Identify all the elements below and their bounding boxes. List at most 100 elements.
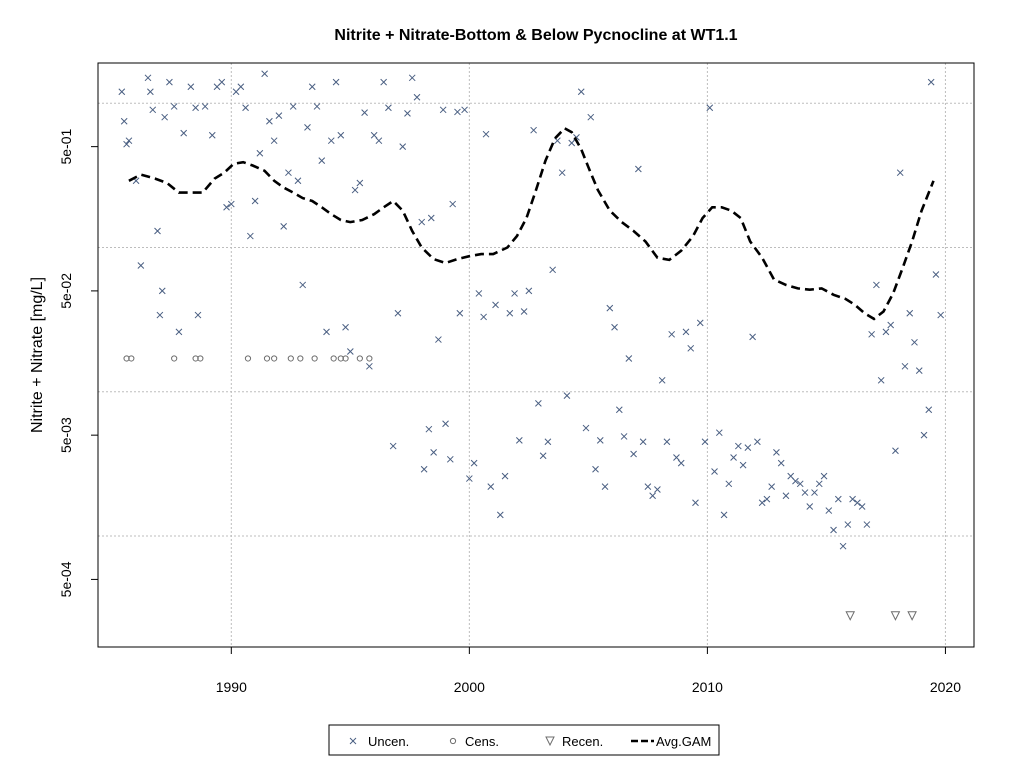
- uncen-point: [256, 149, 264, 157]
- uncen-point: [201, 103, 209, 110]
- uncen-point: [792, 477, 799, 485]
- uncen-point: [720, 511, 728, 519]
- uncen-point: [715, 429, 723, 437]
- uncen-point: [544, 438, 552, 446]
- x-tick-label: 2020: [930, 679, 961, 695]
- uncen-point: [154, 227, 161, 235]
- uncen-point: [187, 83, 195, 91]
- uncen-point: [327, 137, 335, 145]
- uncen-point: [218, 78, 226, 86]
- uncen-point: [144, 74, 152, 82]
- uncen-point: [773, 448, 780, 456]
- uncen-point: [123, 140, 130, 148]
- uncen-point: [811, 489, 818, 496]
- x-tick-label: 2000: [454, 679, 485, 695]
- x-axis: 1990 2000 2010 2020: [216, 647, 961, 695]
- uncen-point: [825, 507, 833, 514]
- uncen-point: [801, 489, 809, 496]
- uncen-point: [849, 495, 856, 503]
- legend-label-recen: Recen.: [562, 734, 603, 749]
- uncen-point: [758, 499, 766, 507]
- uncen-point: [261, 70, 268, 78]
- uncen-point: [539, 452, 547, 460]
- uncen-point: [308, 83, 316, 91]
- uncen-point: [554, 137, 561, 145]
- uncen-point: [925, 406, 933, 414]
- uncen-point: [937, 311, 945, 319]
- uncen-point: [275, 112, 283, 119]
- uncen-point: [754, 438, 761, 446]
- cens-point: [311, 355, 318, 362]
- uncen-point: [337, 131, 345, 139]
- uncen-point: [663, 438, 671, 446]
- uncen-point: [877, 376, 885, 384]
- uncen-point: [639, 438, 647, 446]
- cens-point: [128, 355, 135, 362]
- uncen-point: [446, 455, 454, 463]
- uncen-point: [299, 281, 307, 289]
- cens-point: [297, 355, 304, 362]
- uncen-point: [563, 392, 571, 399]
- x-tick-label: 1990: [216, 679, 247, 695]
- uncen-point: [158, 287, 166, 295]
- uncen-point: [549, 266, 557, 274]
- uncen-point: [404, 110, 411, 117]
- uncen-point: [161, 113, 169, 121]
- uncen-point: [342, 323, 349, 331]
- uncen-point: [125, 137, 133, 145]
- uncen-point: [156, 311, 164, 319]
- uncen-point: [911, 338, 918, 346]
- uncen-point: [420, 465, 428, 473]
- uncen-point: [266, 117, 273, 125]
- uncen-point: [525, 287, 533, 295]
- uncen-point: [137, 262, 145, 269]
- uncen-point: [730, 454, 737, 461]
- uncen-point: [644, 483, 652, 490]
- recen-point: [890, 611, 901, 621]
- uncen-point: [635, 165, 642, 173]
- uncen-point: [506, 309, 514, 317]
- uncen-point: [280, 223, 288, 230]
- uncen-point: [682, 328, 690, 336]
- uncen-point: [237, 83, 245, 91]
- legend-label-cens: Cens.: [465, 734, 499, 749]
- uncen-point: [777, 459, 785, 467]
- uncen-point: [399, 143, 407, 150]
- uncen-point: [487, 483, 495, 490]
- uncen-point: [223, 203, 230, 211]
- uncen-point: [501, 472, 509, 480]
- y-axis: 5e-01 5e-02 5e-03 5e-04: [58, 129, 98, 597]
- uncen-point: [920, 431, 928, 439]
- uncen-point: [611, 323, 618, 331]
- uncen-point: [806, 503, 814, 510]
- cens-point: [366, 355, 373, 362]
- uncen-point: [242, 104, 249, 112]
- uncen-point: [796, 480, 804, 488]
- uncen-point: [587, 113, 595, 121]
- uncen-point: [887, 321, 895, 329]
- grid-lines: [98, 63, 974, 647]
- uncen-point: [289, 103, 297, 110]
- uncen-point: [427, 214, 435, 222]
- uncen-point: [511, 290, 518, 297]
- uncen-point: [915, 367, 923, 375]
- uncen-point: [630, 450, 637, 458]
- uncen-point: [649, 492, 656, 500]
- uncen-point: [615, 406, 623, 414]
- uncen-point: [480, 313, 487, 321]
- uncen-point: [725, 480, 733, 488]
- uncen-point: [601, 483, 609, 490]
- uncen-point: [304, 124, 311, 131]
- cens-point: [197, 355, 204, 362]
- uncen-point: [515, 437, 523, 444]
- uncen-point: [844, 521, 852, 528]
- uncen-point: [313, 103, 321, 110]
- uncen-point: [425, 425, 433, 433]
- uncen-point: [120, 117, 128, 125]
- uncen-point: [830, 526, 837, 534]
- uncen-point: [175, 328, 183, 336]
- uncen-point: [582, 424, 590, 432]
- x-tick-label: 2010: [692, 679, 723, 695]
- legend-label-gam: Avg.GAM: [656, 734, 711, 749]
- uncen-point: [858, 503, 866, 510]
